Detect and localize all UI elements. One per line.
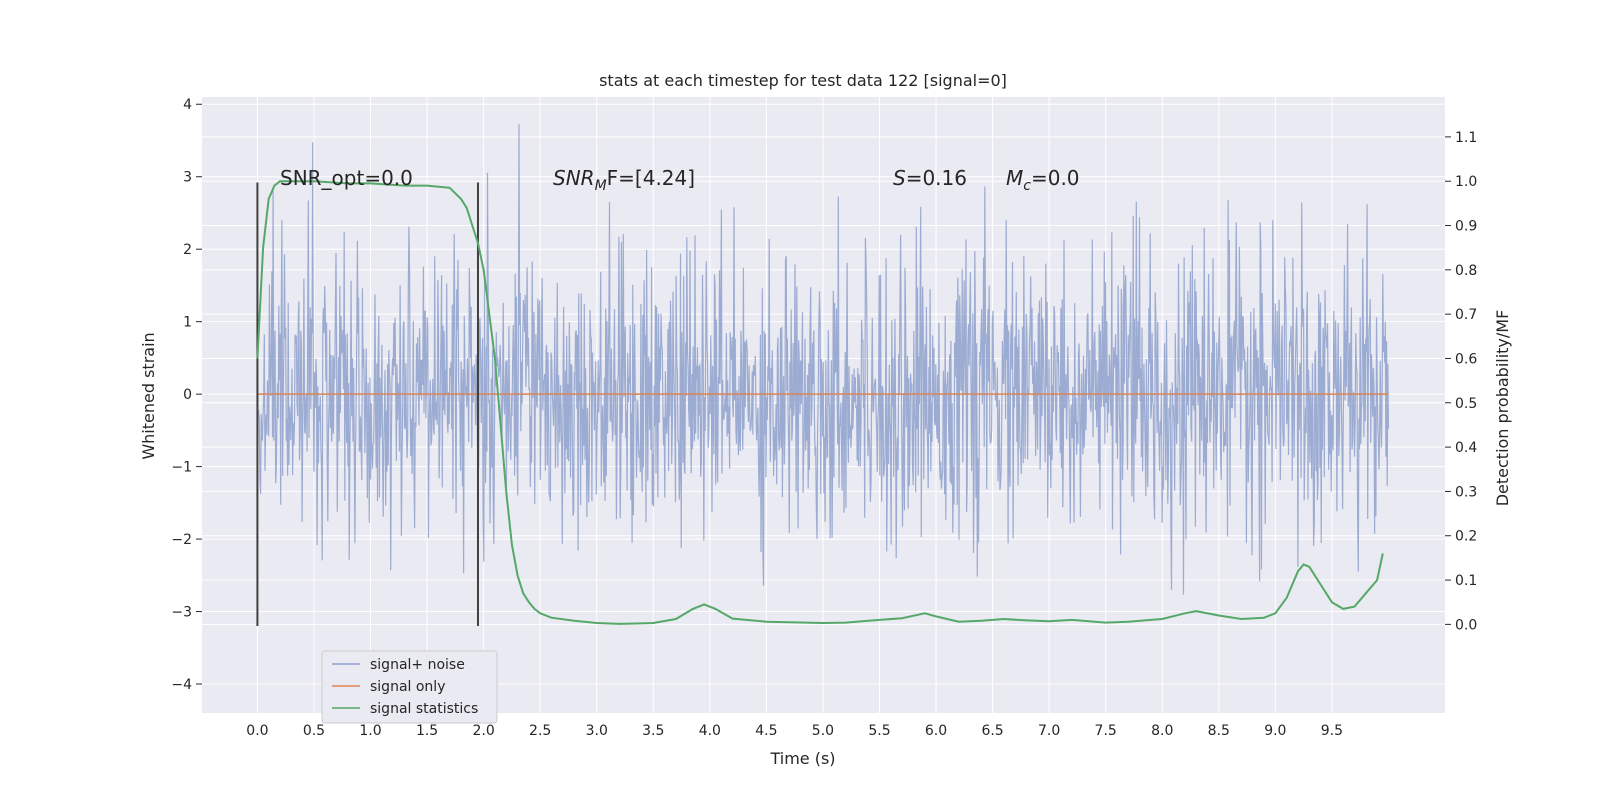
y2-tick-label: 0.9 xyxy=(1455,219,1477,235)
y2-tick-label: 0.2 xyxy=(1455,529,1477,545)
annotation-snr-opt: SNR_opt=0.0 xyxy=(280,166,413,190)
annotation-snr-mf: SNRMF=[4.24] xyxy=(553,166,695,194)
x-tick-label: 9.0 xyxy=(1264,723,1286,739)
annotation-s: S=0.16 xyxy=(893,166,967,190)
y2-tick-label: 0.8 xyxy=(1455,263,1477,279)
x-tick-label: 4.5 xyxy=(755,723,777,739)
vertical-markers xyxy=(256,182,479,627)
legend-label-statistics: signal statistics xyxy=(370,701,478,717)
x-tick-label: 7.5 xyxy=(1095,723,1117,739)
y2-axis-label: Detection probability/MF xyxy=(1493,310,1512,507)
y-tick-label: 1 xyxy=(183,315,192,331)
annotation-snr-mf-sub: M xyxy=(595,178,607,194)
annotation-snr-mf-prefix: SNR xyxy=(553,166,595,190)
annotation-mc-var: M xyxy=(1006,166,1023,190)
y2-tick-label: 0.5 xyxy=(1455,396,1477,412)
x-tick-label: 7.0 xyxy=(1038,723,1060,739)
x-tick-label: 6.5 xyxy=(981,723,1003,739)
y-tick-label: −1 xyxy=(171,460,192,476)
legend: signal+ noise signal only signal statist… xyxy=(321,650,498,724)
x-tick-label: 2.0 xyxy=(472,723,494,739)
y-tick-label: −3 xyxy=(171,605,192,621)
series-signal-plus-noise xyxy=(256,124,1389,595)
annotation-mc-value: =0.0 xyxy=(1031,166,1080,190)
y-axis-label: Whitened strain xyxy=(139,332,158,459)
x-tick-label: 4.0 xyxy=(699,723,721,739)
x-tick-label: 8.5 xyxy=(1208,723,1230,739)
y-tick-label: 3 xyxy=(183,170,192,186)
annotation-s-var: S xyxy=(893,166,906,190)
series-signal-statistics-line xyxy=(256,180,1384,625)
x-tick-label: 3.0 xyxy=(586,723,608,739)
y-axis-ticks: 4 3 2 1 0 −1 −2 −3 −4 xyxy=(171,97,202,693)
chart-title: stats at each timestep for test data 122… xyxy=(599,71,1007,90)
x-tick-label: 5.5 xyxy=(868,723,890,739)
x-tick-label: 6.0 xyxy=(925,723,947,739)
x-tick-label: 3.5 xyxy=(642,723,664,739)
y2-tick-label: 0.3 xyxy=(1455,484,1477,500)
legend-box xyxy=(321,650,498,724)
x-tick-label: 1.0 xyxy=(359,723,381,739)
annotation-mc: Mc=0.0 xyxy=(1006,166,1080,194)
y-tick-label: 2 xyxy=(183,242,192,258)
annotation-s-value: =0.16 xyxy=(906,166,967,190)
legend-label-noise: signal+ noise xyxy=(370,657,465,673)
x-tick-label: 5.0 xyxy=(812,723,834,739)
x-axis-ticks: 0.0 0.5 1.0 1.5 2.0 2.5 3.0 3.5 4.0 4.5 5.0 5.5 6.0 6… xyxy=(246,723,1343,739)
x-tick-label: 2.5 xyxy=(529,723,551,739)
x-tick-label: 1.5 xyxy=(416,723,438,739)
y-tick-label: −2 xyxy=(171,532,192,548)
y-tick-label: 4 xyxy=(183,97,192,113)
annotation-mc-sub: c xyxy=(1023,178,1031,194)
noise-trace xyxy=(256,124,1389,595)
annotation-snr-mf-suffix: F=[4.24] xyxy=(607,166,695,190)
x-tick-label: 0.0 xyxy=(246,723,268,739)
x-tick-label: 0.5 xyxy=(303,723,325,739)
y2-tick-label: 1.1 xyxy=(1455,130,1477,146)
y-tick-label: 0 xyxy=(183,387,192,403)
x-tick-label: 8.0 xyxy=(1151,723,1173,739)
y-tick-label: −4 xyxy=(171,677,192,693)
x-tick-label: 9.5 xyxy=(1321,723,1343,739)
y2-tick-label: 0.4 xyxy=(1455,440,1477,456)
y2-tick-label: 0.1 xyxy=(1455,573,1477,589)
y2-tick-label: 0.6 xyxy=(1455,351,1477,367)
y2-tick-label: 1.0 xyxy=(1455,174,1477,190)
y2-tick-label: 0.7 xyxy=(1455,307,1477,323)
legend-label-signal-only: signal only xyxy=(370,679,445,695)
y2-tick-label: 0.0 xyxy=(1455,617,1477,633)
y2-axis-ticks: 1.1 1.0 0.9 0.8 0.7 0.6 0.5 0.4 0.3 0.2 0.1 0.0 xyxy=(1445,130,1477,633)
x-axis-label: Time (s) xyxy=(769,749,835,768)
